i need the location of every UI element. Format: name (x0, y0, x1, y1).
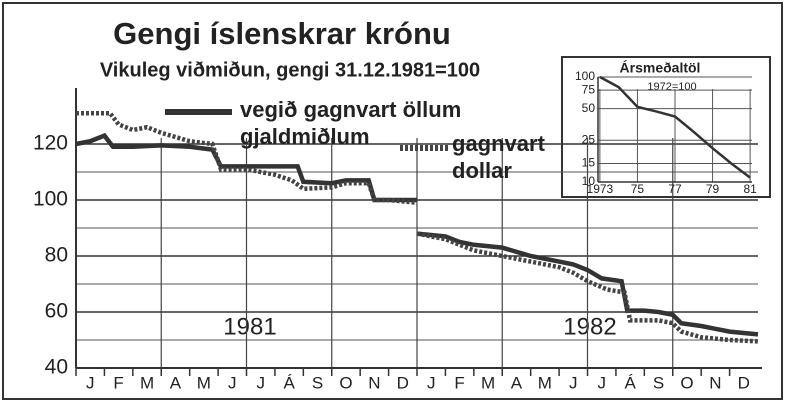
x-tick-label: 79 (706, 182, 720, 196)
x-tick-label: A (170, 373, 182, 392)
y-tick-label: 120 (33, 132, 68, 155)
series-line (75, 132, 417, 203)
x-tick-label: Á (624, 373, 636, 392)
x-tick-label: A (511, 373, 523, 392)
y-tick-label: 15 (582, 156, 596, 170)
y-tick-label: 25 (582, 132, 596, 146)
x-tick-label: M (481, 373, 495, 392)
x-tick-label: J (228, 373, 237, 392)
x-tick-label: S (653, 373, 664, 392)
x-tick-label: N (709, 373, 721, 392)
series-line (416, 231, 759, 337)
x-tick-label: 75 (631, 182, 645, 196)
inset-title: Ársmeðaltöl (620, 60, 701, 76)
legend-label: gagnvart dollar (452, 131, 545, 183)
legend-label: vegið gagnvart öllum gjaldmiðlum (240, 97, 462, 149)
y-tick-label: 10 (582, 174, 596, 188)
inset-frame (561, 56, 771, 198)
x-tick-label: D (738, 373, 750, 392)
y-tick-label: 100 (575, 69, 595, 83)
series-line (599, 75, 751, 179)
y-tick-label: 40 (45, 356, 68, 379)
inset-subtitle: 1972=100 (647, 81, 696, 93)
x-tick-label: F (113, 373, 123, 392)
series-line (76, 110, 418, 206)
annotation: 1981 (223, 313, 276, 340)
x-tick-label: 1973 (587, 182, 614, 196)
x-tick-label: S (312, 373, 323, 392)
x-tick-label: O (339, 373, 352, 392)
x-tick-label: M (140, 373, 154, 392)
y-tick-label: 75 (582, 82, 596, 96)
x-tick-label: Á (283, 373, 295, 392)
chart-title: Gengi íslenskrar krónu (113, 16, 451, 51)
y-tick-label: 60 (45, 300, 68, 323)
x-tick-label: J (597, 373, 606, 392)
x-tick-label: D (397, 373, 409, 392)
x-tick-label: J (427, 373, 436, 392)
x-tick-label: O (680, 373, 693, 392)
x-tick-label: M (538, 373, 552, 392)
x-tick-label: F (454, 373, 464, 392)
x-tick-label: M (197, 373, 211, 392)
x-tick-label: 77 (668, 182, 682, 196)
x-tick-label: J (86, 373, 95, 392)
chart-subtitle: Vikuleg viðmiðun, gengi 31.12.1981=100 (100, 59, 480, 81)
annotation: 1982 (563, 313, 616, 340)
y-tick-label: 50 (582, 101, 596, 115)
x-tick-label: N (368, 373, 380, 392)
x-tick-label: 81 (743, 182, 757, 196)
x-tick-label: J (569, 373, 578, 392)
y-tick-label: 80 (45, 244, 68, 267)
x-tick-label: J (256, 373, 265, 392)
y-tick-label: 100 (33, 188, 68, 211)
